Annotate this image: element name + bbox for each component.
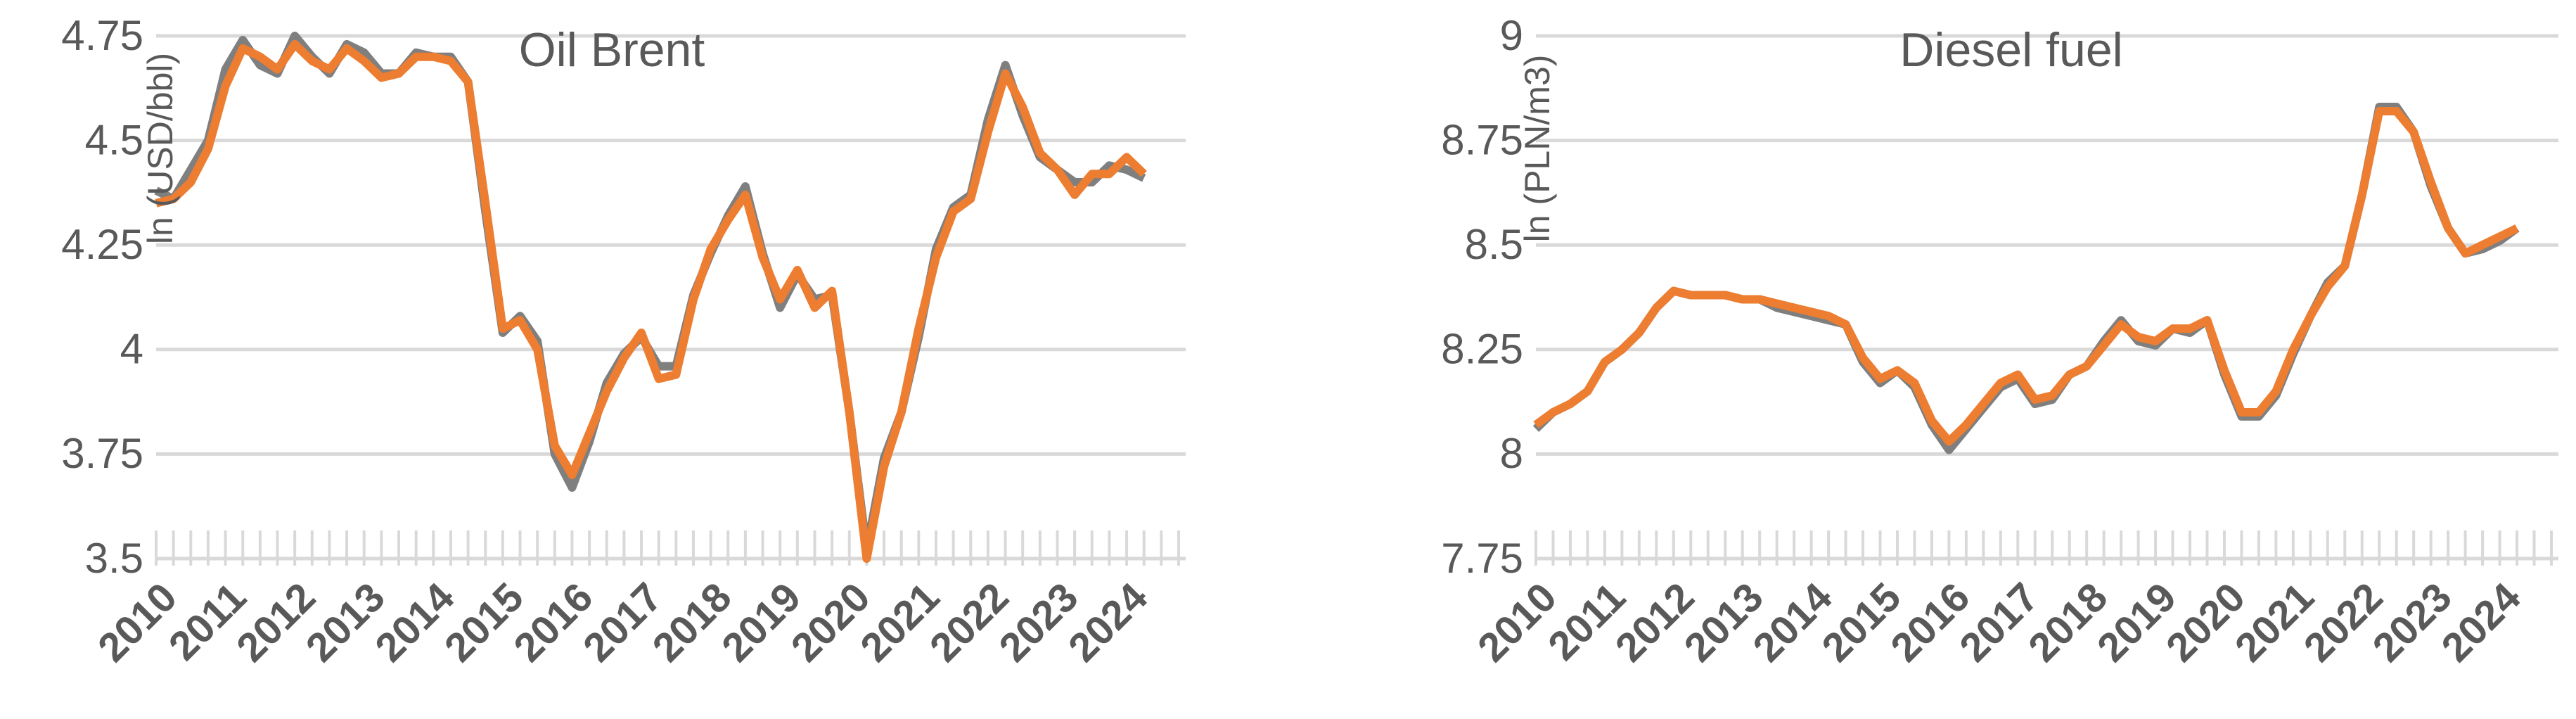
y-tick-label: 4.75 [61,12,143,59]
x-tick-label: 2020 [783,574,879,670]
x-tick-label: 2024 [1060,574,1156,670]
y-tick-label: 8.75 [1441,116,1523,163]
y-tick-label: 8 [1500,430,1523,477]
x-tick-label: 2021 [852,574,948,670]
chart-title: Oil Brent [519,23,705,77]
series-line [155,39,1147,563]
y-axis-label: ln (PLN/m3) [1518,55,1557,243]
x-tick-label: 2016 [1882,574,1978,670]
x-tick-label: 2015 [1813,574,1909,670]
x-tick-label: 2016 [505,574,601,670]
y-tick-label: 8.5 [1465,221,1523,268]
x-tick-label: 2022 [921,574,1018,670]
chart-title: Diesel fuel [1899,23,2123,77]
y-tick-label: 3.5 [85,535,143,582]
x-tick-label: 2021 [2226,574,2323,670]
x-tick-label: 2010 [1469,574,1565,670]
x-tick-label: 2010 [89,574,186,670]
x-tick-label: 2020 [2158,574,2254,670]
x-tick-label: 2019 [2089,574,2185,670]
y-tick-label: 9 [1500,12,1523,59]
x-tick-label: 2024 [2433,574,2529,670]
x-tick-label: 2015 [436,574,532,670]
y-tick-label: 4.25 [61,221,143,268]
x-tick-label: 2022 [2295,574,2392,670]
y-tick-label: 4.5 [85,116,143,163]
x-tick-label: 2017 [1951,574,2047,670]
x-tick-label: 2011 [1539,574,1634,669]
x-tick-label: 2019 [713,574,809,670]
y-tick-label: 8.25 [1441,326,1523,373]
x-tick-label: 2013 [1676,574,1772,670]
y-tick-label: 3.75 [61,430,143,477]
y-tick-label: 7.75 [1441,535,1523,582]
y-tick-label: 4 [120,326,143,373]
x-tick-label: 2023 [990,574,1087,670]
series-line [1533,107,2519,446]
x-tick-label: 2023 [2364,574,2461,670]
x-tick-label: 2014 [1744,574,1840,670]
x-tick-label: 2012 [1607,574,1703,670]
x-tick-label: 2013 [297,574,394,670]
x-tick-label: 2011 [160,574,255,669]
x-tick-label: 2018 [2020,574,2116,670]
x-tick-label: 2017 [575,574,671,670]
x-tick-label: 2014 [366,574,463,670]
x-tick-label: 2018 [643,574,740,670]
y-axis-label: ln (USD/bbl) [141,53,180,244]
x-tick-label: 2012 [228,574,324,670]
